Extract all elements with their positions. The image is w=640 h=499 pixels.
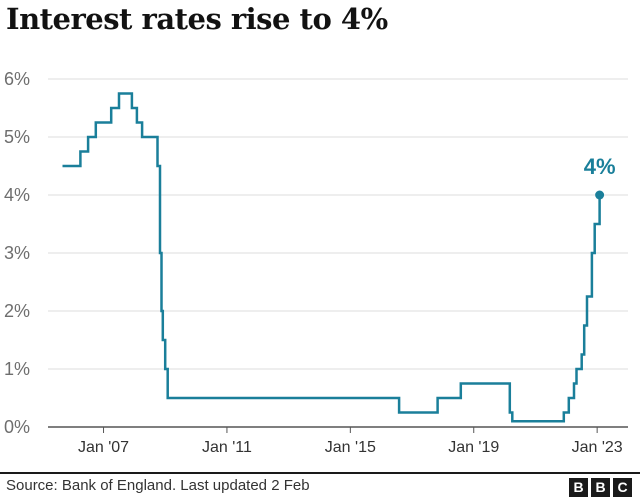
logo-letter-b1: B [569,478,588,497]
logo-letter-c: C [613,478,632,497]
y-tick-label: 4% [4,185,30,205]
y-tick-label: 1% [4,359,30,379]
chart-title: Interest rates rise to 4% [6,2,388,36]
x-tick-label: Jan '07 [78,439,129,456]
y-tick-label: 6% [4,69,30,89]
annotation-group: 4% [584,154,616,200]
footer-divider [0,472,640,474]
x-tick-label: Jan '15 [325,439,376,456]
y-tick-label: 2% [4,301,30,321]
source-note: Source: Bank of England. Last updated 2 … [6,477,310,494]
x-tick-label: Jan '19 [448,439,499,456]
y-tick-label: 3% [4,243,30,263]
y-tick-label: 5% [4,127,30,147]
end-point-label: 4% [584,154,616,179]
y-tick-label: 0% [4,417,30,437]
x-tick-label: Jan '23 [572,439,623,456]
logo-letter-b2: B [591,478,610,497]
series-group [62,92,601,423]
y-axis-ticks: 0% 1% 2% 3% 4% 5% 6% [4,69,30,437]
end-point-marker [595,190,605,200]
grid-lines [48,78,628,428]
bbc-logo: B B C [569,478,632,497]
x-axis-ticks: Jan '07 Jan '11 Jan '15 Jan '19 Jan '23 [78,427,623,456]
chart-plot: 0%1%2%3%4%5%6% Jan '07 Jan '11 Jan '15 Jan … [4,69,628,456]
series-line [62,92,601,423]
x-tick-label: Jan '11 [202,439,252,456]
